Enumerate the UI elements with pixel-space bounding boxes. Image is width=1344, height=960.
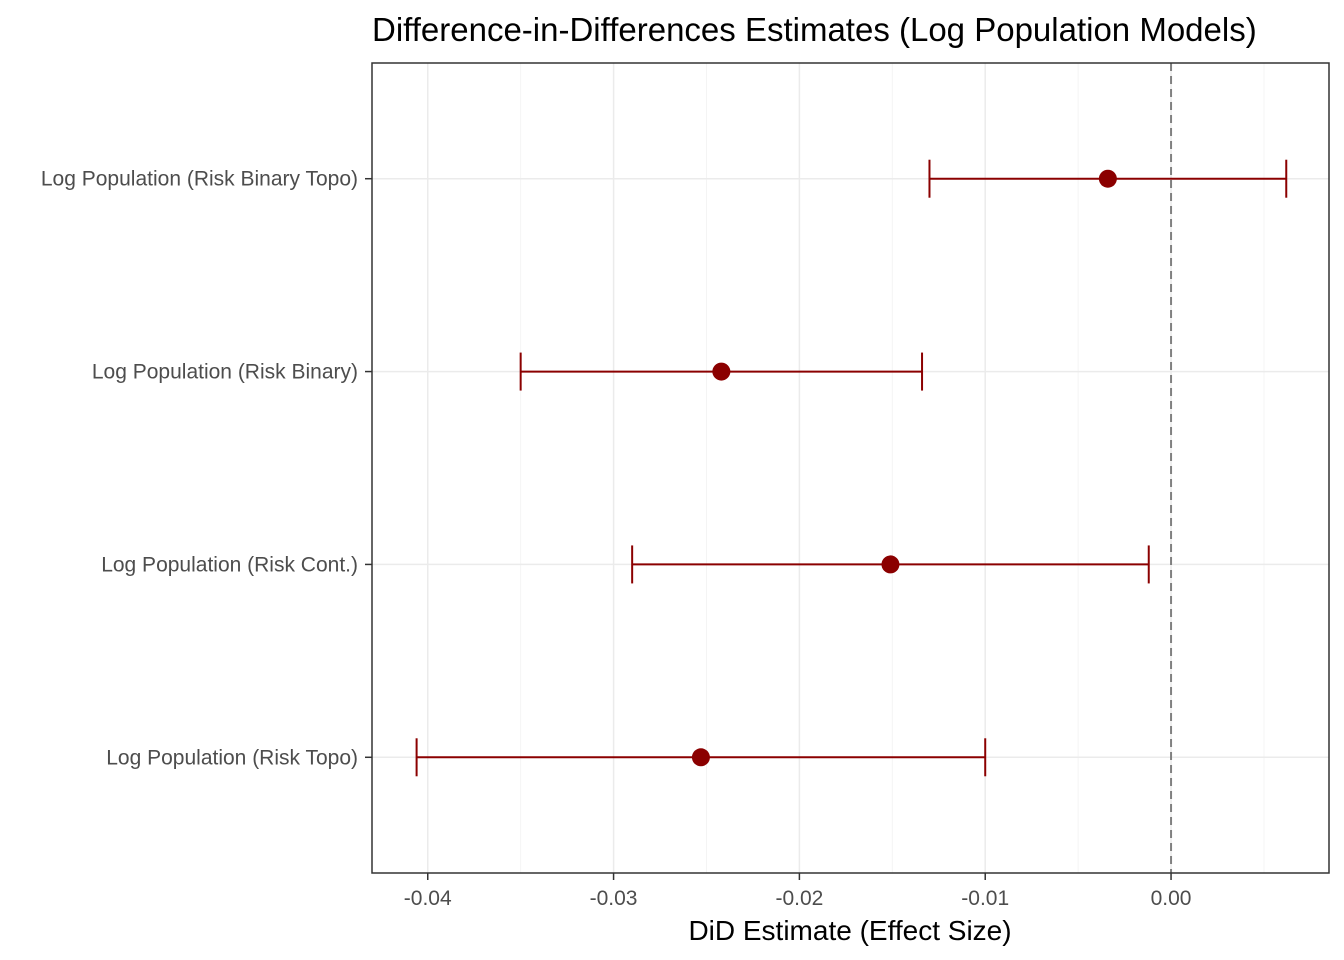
x-tick-label: -0.02 — [775, 887, 823, 910]
estimate-row — [415, 738, 987, 777]
y-axis: Log Population (Risk Binary Topo) Log Pop… — [41, 168, 372, 769]
estimate-point — [881, 555, 900, 574]
x-axis-label: DiD Estimate (Effect Size) — [688, 915, 1011, 946]
y-category-label: Log Population (Risk Cont.) — [101, 553, 358, 576]
x-axis: -0.04 -0.03 -0.02 -0.01 0.00 — [404, 873, 1192, 910]
y-category-label: Log Population (Risk Binary) — [92, 361, 358, 384]
x-tick-label: -0.03 — [590, 887, 638, 910]
x-tick-label: 0.00 — [1151, 887, 1192, 910]
estimate-point — [1098, 169, 1117, 188]
panel-border — [371, 62, 1330, 874]
chart-title: Difference-in-Differences Estimates (Log… — [372, 11, 1257, 48]
grid-minor — [520, 63, 1265, 873]
grid-major — [372, 63, 1329, 873]
estimate-marks — [415, 159, 1288, 777]
x-tick-label: -0.01 — [961, 887, 1009, 910]
estimate-point — [712, 362, 731, 381]
estimate-row — [519, 352, 924, 391]
x-tick-label: -0.04 — [404, 887, 452, 910]
estimate-row — [928, 159, 1288, 198]
estimate-row — [631, 545, 1150, 584]
y-category-label: Log Population (Risk Binary Topo) — [41, 168, 358, 191]
estimate-point — [691, 748, 710, 767]
y-category-label: Log Population (Risk Topo) — [106, 746, 358, 769]
